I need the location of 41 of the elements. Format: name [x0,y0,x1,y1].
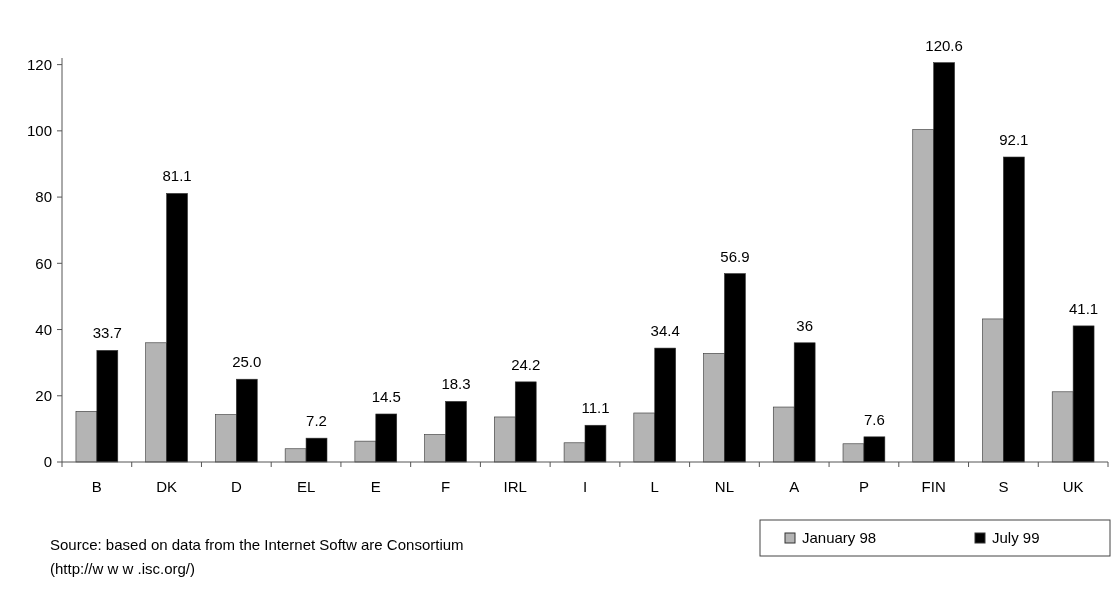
x-tick-label: E [370,478,381,495]
data-label: 56.9 [720,247,750,265]
x-tick-label: B [91,478,102,495]
y-tick-label: 120 [26,55,52,73]
data-label: 24.2 [511,355,541,373]
y-tick-label: 0 [43,453,52,471]
data-label: 81.1 [162,167,192,185]
x-tick-label: NL [714,478,735,495]
data-label: 92.1 [999,131,1029,149]
data-label: 120.6 [925,36,963,54]
data-label: 14.5 [371,387,401,405]
data-label: 33.7 [92,324,122,342]
text: (http://w w w .isc.org/) [50,560,196,577]
x-tick-label: EL [296,478,316,495]
y-tick-label: 100 [26,122,52,140]
data-label: 11.1 [581,399,610,417]
legend-label: July 99 [992,529,1040,547]
data-label: 36 [796,316,813,334]
x-tick-label: UK [1062,478,1084,495]
x-tick-label: FIN [921,478,946,495]
y-tick-label: 80 [35,188,52,206]
x-tick-label: DK [156,478,178,495]
x-tick-label: P [858,478,869,495]
x-tick-label: IRL [503,478,527,495]
data-label: 18.3 [441,375,471,393]
x-tick-label: L [650,478,659,495]
x-tick-label: A [789,478,800,495]
x-tick-label: S [998,478,1009,495]
x-tick-label: I [582,478,588,495]
y-tick-label: 20 [35,387,52,405]
data-label: 7.6 [863,410,885,428]
legend-label: January 98 [802,529,877,547]
data-label: 7.2 [306,412,327,430]
data-label: 25.0 [232,353,262,371]
y-tick-label: 40 [35,320,52,338]
x-tick-label: D [230,478,242,495]
data-label: 41.1 [1068,299,1099,317]
source-note: Source: based on data from the Internet Softw are Consortium [50,536,464,553]
y-tick-label: 60 [35,254,52,272]
x-tick-label: F [440,478,451,495]
data-label: 34.4 [650,322,680,340]
